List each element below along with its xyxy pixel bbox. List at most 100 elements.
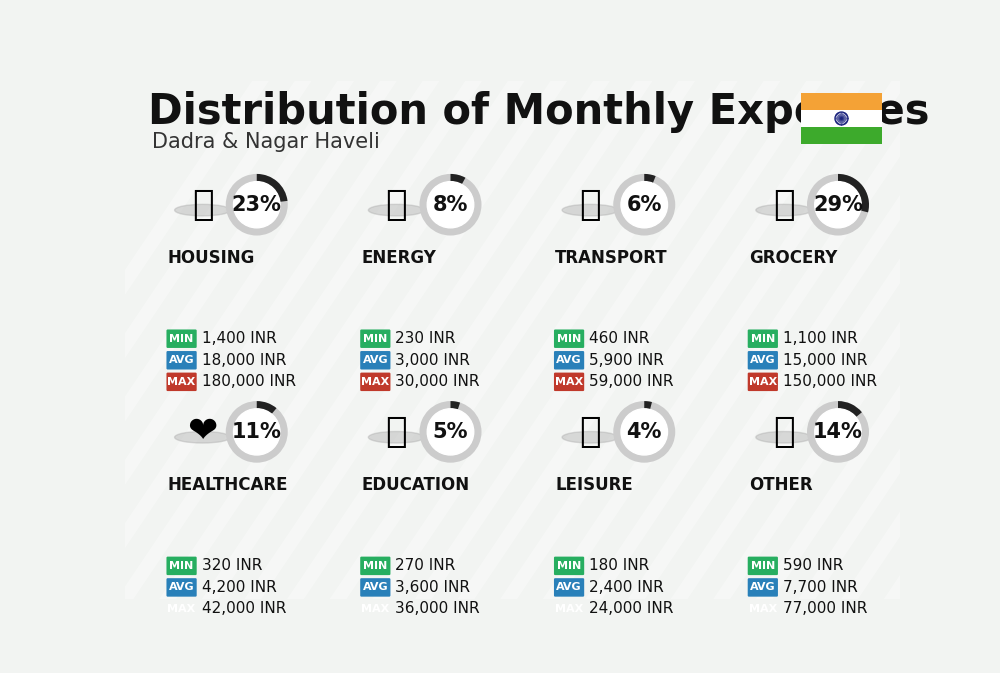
FancyBboxPatch shape	[801, 93, 882, 110]
Text: 460 INR: 460 INR	[589, 331, 650, 346]
Text: 30,000 INR: 30,000 INR	[395, 374, 480, 389]
FancyBboxPatch shape	[166, 351, 197, 369]
Text: MAX: MAX	[167, 377, 196, 387]
Circle shape	[234, 182, 280, 228]
FancyBboxPatch shape	[360, 351, 390, 369]
FancyBboxPatch shape	[554, 578, 584, 597]
Text: MAX: MAX	[749, 377, 777, 387]
Wedge shape	[807, 174, 869, 236]
FancyBboxPatch shape	[360, 330, 390, 348]
Ellipse shape	[562, 205, 618, 216]
Circle shape	[815, 409, 861, 455]
Text: 23%: 23%	[232, 194, 282, 215]
Ellipse shape	[756, 431, 812, 443]
Wedge shape	[419, 174, 482, 236]
Circle shape	[234, 409, 280, 455]
Ellipse shape	[368, 205, 424, 216]
Text: 2,400 INR: 2,400 INR	[589, 580, 664, 595]
Text: ❤: ❤	[187, 415, 218, 449]
Wedge shape	[257, 401, 277, 414]
Text: AVG: AVG	[556, 355, 582, 365]
Text: Dadra & Nagar Haveli: Dadra & Nagar Haveli	[152, 132, 380, 151]
Text: MAX: MAX	[749, 604, 777, 614]
Text: MIN: MIN	[751, 334, 775, 344]
Text: 8%: 8%	[433, 194, 468, 215]
Text: 18,000 INR: 18,000 INR	[202, 353, 286, 367]
FancyBboxPatch shape	[554, 557, 584, 575]
FancyBboxPatch shape	[748, 330, 778, 348]
Circle shape	[621, 409, 668, 455]
Text: TRANSPORT: TRANSPORT	[555, 248, 668, 267]
FancyBboxPatch shape	[748, 557, 778, 575]
Text: 🏠: 🏠	[385, 188, 407, 221]
FancyBboxPatch shape	[554, 600, 584, 618]
FancyBboxPatch shape	[748, 578, 778, 597]
Ellipse shape	[175, 205, 230, 216]
Text: MAX: MAX	[555, 604, 583, 614]
Text: HOUSING: HOUSING	[168, 248, 255, 267]
Text: 1,400 INR: 1,400 INR	[202, 331, 276, 346]
Wedge shape	[450, 174, 465, 184]
Text: MAX: MAX	[361, 604, 389, 614]
Text: 🚌: 🚌	[579, 188, 601, 221]
FancyBboxPatch shape	[166, 600, 197, 618]
Text: 230 INR: 230 INR	[395, 331, 456, 346]
Ellipse shape	[756, 205, 812, 216]
Text: 🎓: 🎓	[385, 415, 407, 449]
Text: 59,000 INR: 59,000 INR	[589, 374, 674, 389]
Text: MIN: MIN	[363, 561, 387, 571]
Text: MIN: MIN	[169, 561, 194, 571]
FancyBboxPatch shape	[554, 373, 584, 391]
Circle shape	[815, 182, 861, 228]
Text: 👜: 👜	[579, 415, 601, 449]
FancyBboxPatch shape	[748, 373, 778, 391]
FancyBboxPatch shape	[360, 557, 390, 575]
FancyBboxPatch shape	[166, 330, 197, 348]
Text: 🏢: 🏢	[192, 188, 213, 221]
Text: MIN: MIN	[169, 334, 194, 344]
Text: MIN: MIN	[557, 561, 581, 571]
Text: 180,000 INR: 180,000 INR	[202, 374, 296, 389]
Text: GROCERY: GROCERY	[749, 248, 837, 267]
Text: 24,000 INR: 24,000 INR	[589, 602, 674, 616]
Wedge shape	[838, 401, 862, 417]
FancyBboxPatch shape	[360, 600, 390, 618]
Text: AVG: AVG	[363, 582, 388, 592]
FancyBboxPatch shape	[360, 578, 390, 597]
Text: MAX: MAX	[361, 377, 389, 387]
Text: 590 INR: 590 INR	[783, 559, 843, 573]
Circle shape	[427, 409, 474, 455]
Text: 77,000 INR: 77,000 INR	[783, 602, 867, 616]
Text: AVG: AVG	[750, 355, 776, 365]
Text: MIN: MIN	[557, 334, 581, 344]
Wedge shape	[226, 401, 288, 462]
Text: 7,700 INR: 7,700 INR	[783, 580, 858, 595]
Ellipse shape	[175, 431, 230, 443]
FancyBboxPatch shape	[166, 578, 197, 597]
Text: 14%: 14%	[813, 422, 863, 442]
FancyBboxPatch shape	[360, 373, 390, 391]
Text: 3,000 INR: 3,000 INR	[395, 353, 470, 367]
Wedge shape	[644, 401, 652, 409]
Text: 5,900 INR: 5,900 INR	[589, 353, 664, 367]
Wedge shape	[419, 401, 482, 462]
Text: LEISURE: LEISURE	[555, 476, 633, 494]
Text: OTHER: OTHER	[749, 476, 812, 494]
Circle shape	[621, 182, 668, 228]
FancyBboxPatch shape	[166, 557, 197, 575]
Wedge shape	[257, 174, 288, 202]
Wedge shape	[644, 174, 656, 183]
Text: 180 INR: 180 INR	[589, 559, 649, 573]
Wedge shape	[807, 401, 869, 462]
Wedge shape	[226, 174, 288, 236]
Text: 4%: 4%	[627, 422, 662, 442]
Text: MIN: MIN	[751, 561, 775, 571]
Text: AVG: AVG	[363, 355, 388, 365]
Text: 1,100 INR: 1,100 INR	[783, 331, 858, 346]
FancyBboxPatch shape	[748, 600, 778, 618]
FancyBboxPatch shape	[801, 127, 882, 144]
Text: AVG: AVG	[169, 582, 194, 592]
Text: 15,000 INR: 15,000 INR	[783, 353, 867, 367]
Text: 4,200 INR: 4,200 INR	[202, 580, 276, 595]
Text: 36,000 INR: 36,000 INR	[395, 602, 480, 616]
